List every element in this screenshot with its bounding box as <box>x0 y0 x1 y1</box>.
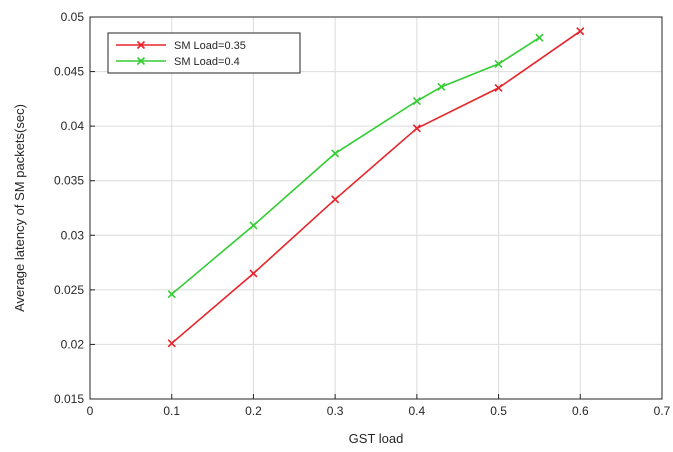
data-point-marker <box>167 339 176 348</box>
data-point-marker <box>331 195 340 204</box>
y-tick-label: 0.025 <box>54 283 84 297</box>
legend-marker <box>136 56 146 66</box>
marker-stroke <box>331 149 340 158</box>
x-tick-label: 0.4 <box>409 404 426 418</box>
y-tick-label: 0.04 <box>61 119 85 133</box>
y-tick-label: 0.015 <box>54 392 84 406</box>
x-tick-label: 0.7 <box>654 404 671 418</box>
marker-stroke <box>412 96 421 106</box>
x-tick-label: 0.3 <box>327 404 344 418</box>
marker-stroke <box>249 269 258 278</box>
y-tick-label: 0.035 <box>54 174 84 188</box>
marker-stroke <box>412 124 421 133</box>
legend-item: SM Load=0.4 <box>116 56 240 68</box>
y-tick-label: 0.02 <box>61 337 85 351</box>
data-point-marker <box>437 82 446 91</box>
data-point-marker <box>494 59 503 68</box>
data-point-marker <box>494 83 503 93</box>
series-line <box>171 30 581 344</box>
y-axis-title: Average latency of SM packets(sec) <box>12 104 27 312</box>
data-point-marker <box>535 33 544 42</box>
grid-lines <box>89 16 663 400</box>
x-tick-label: 0.6 <box>572 404 589 418</box>
marker-stroke <box>167 290 176 299</box>
series-1 <box>167 27 585 348</box>
legend-label: SM Load=0.4 <box>174 56 240 68</box>
x-tick-label: 0 <box>87 404 94 418</box>
marker-stroke <box>494 83 503 93</box>
x-axis-title: GST load <box>349 431 404 446</box>
x-tick-label: 0.2 <box>245 404 262 418</box>
y-tick-label: 0.03 <box>61 228 85 242</box>
data-point-marker <box>249 269 258 278</box>
marker-stroke <box>437 82 446 91</box>
data-point-marker <box>331 149 340 158</box>
y-tick-label: 0.045 <box>54 65 84 79</box>
y-tick-label: 0.05 <box>61 10 85 24</box>
x-tick-label: 0.5 <box>490 404 507 418</box>
series-2 <box>167 33 544 299</box>
data-point-marker <box>167 290 176 299</box>
marker-stroke <box>576 27 585 36</box>
legend-marker <box>136 40 146 50</box>
marker-stroke <box>331 195 340 204</box>
marker-stroke <box>249 221 258 230</box>
legend-box <box>107 32 301 74</box>
series-layer <box>167 27 585 348</box>
legend-item: SM Load=0.35 <box>116 40 246 52</box>
plot-frame <box>89 16 663 400</box>
axis-ticks: 0 0.1 0.2 0.3 0.4 0.5 0.6 0.7 0.015 0.02 0.025 0.03… <box>54 10 671 418</box>
data-point-marker <box>576 27 585 36</box>
marker-stroke <box>167 339 176 348</box>
data-point-marker <box>412 124 421 133</box>
marker-stroke <box>494 59 503 68</box>
data-point-marker <box>412 96 421 106</box>
x-tick-label: 0.1 <box>163 404 180 418</box>
legend: SM Load=0.35 SM Load=0.4 <box>107 32 301 74</box>
data-point-marker <box>249 221 258 230</box>
marker-stroke <box>535 33 544 42</box>
legend-label: SM Load=0.35 <box>174 40 246 52</box>
